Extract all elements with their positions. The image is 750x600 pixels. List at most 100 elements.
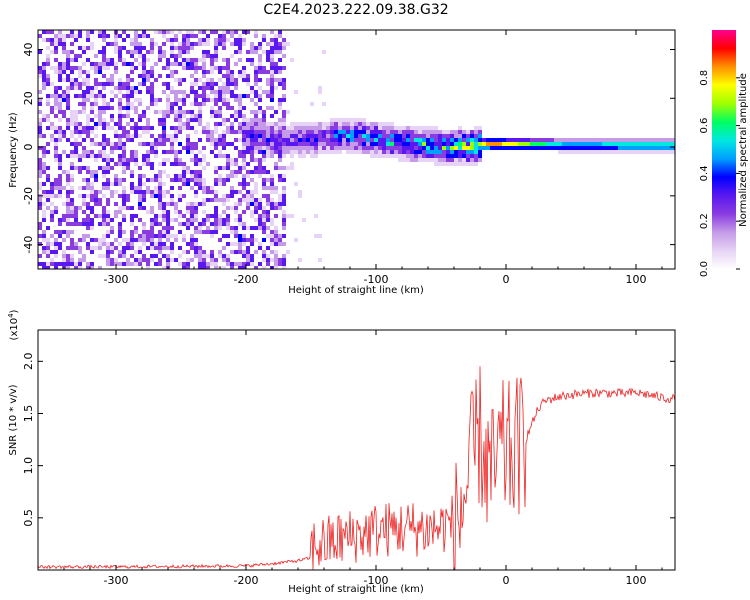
spectrogram-cell xyxy=(118,34,122,38)
spectrogram-cell xyxy=(238,74,242,78)
spectrogram-cell xyxy=(110,258,114,262)
spectrogram-cell xyxy=(170,102,174,106)
spectrogram-cell xyxy=(662,142,666,146)
spectrogram-cell xyxy=(234,218,238,222)
spectrogram-cell xyxy=(370,130,374,134)
spectrogram-cell xyxy=(474,158,478,162)
spectrogram-cell xyxy=(274,262,278,266)
spectrogram-cell xyxy=(54,138,58,142)
spectrogram-cell xyxy=(130,42,134,46)
spectrogram-cell xyxy=(190,74,194,78)
spectrogram-cell xyxy=(54,34,58,38)
spectrogram-cell xyxy=(186,258,190,262)
snr-xtick-label: 100 xyxy=(626,574,647,587)
spectrogram-cell xyxy=(130,190,134,194)
spectrogram-cell xyxy=(238,170,242,174)
spectrogram-cell xyxy=(506,138,510,142)
spectrogram-cell xyxy=(118,234,122,238)
spectrogram-cell xyxy=(70,134,74,138)
spectrogram-cell xyxy=(174,134,178,138)
spectrogram-cell xyxy=(114,42,118,46)
spectrogram-cell xyxy=(210,30,214,34)
spectrogram-cell xyxy=(190,222,194,226)
spectrogram-cell xyxy=(230,262,234,266)
spectrogram-cell xyxy=(170,202,174,206)
spectrogram-cell xyxy=(222,98,226,102)
spectrogram-cell xyxy=(230,266,234,269)
spectrogram-cell xyxy=(386,142,390,146)
spectrogram-cell xyxy=(230,54,234,58)
spectrogram-cell xyxy=(74,154,78,158)
spectrogram-cell xyxy=(226,218,230,222)
spectrogram-cell xyxy=(66,234,70,238)
spectrogram-cell xyxy=(178,254,182,258)
spectrogram-cell xyxy=(98,198,102,202)
spectrogram-cell xyxy=(62,70,66,74)
spectrogram-cell xyxy=(78,74,82,78)
spectrogram-cell xyxy=(190,30,194,34)
spectrogram-cell xyxy=(150,102,154,106)
spectrogram-cell xyxy=(254,158,258,162)
spectrogram-cell xyxy=(150,254,154,258)
spectrogram-cell xyxy=(386,150,390,154)
spectrogram-cell xyxy=(254,118,258,122)
spectrogram-cell xyxy=(518,146,522,150)
spectrogram-cell xyxy=(278,138,282,142)
spectrogram-cell xyxy=(178,42,182,46)
spectrogram-cell xyxy=(38,126,42,130)
colorbar-gradient xyxy=(712,30,736,269)
spectrogram-cell xyxy=(78,134,82,138)
spectrogram-cell xyxy=(262,66,266,70)
spectrogram-cell xyxy=(670,150,674,154)
spectrogram-cell xyxy=(666,150,670,154)
spectrogram-cell xyxy=(202,202,206,206)
spectrogram-cell xyxy=(70,238,74,242)
spectrogram-cell xyxy=(50,194,54,198)
spectrogram-cell xyxy=(86,226,90,230)
spectrogram-cell xyxy=(54,154,58,158)
snr-xtick-label: 0 xyxy=(503,574,510,587)
spectrogram-cell xyxy=(118,222,122,226)
spectrogram-cell xyxy=(38,70,42,74)
spectrogram-cell xyxy=(446,142,450,146)
spectrogram-cell xyxy=(258,134,262,138)
spectrogram-cell xyxy=(174,178,178,182)
spectrogram-cell xyxy=(82,234,86,238)
spectrogram-cell xyxy=(154,186,158,190)
spectrogram-cell xyxy=(182,266,186,269)
spectrogram-cell xyxy=(462,142,466,146)
spectrogram-cell xyxy=(274,78,278,82)
spectrogram-cell xyxy=(82,218,86,222)
spectrogram-cell xyxy=(158,214,162,218)
spectrogram-cell xyxy=(186,146,190,150)
spectrogram-cell xyxy=(394,122,398,126)
spectrogram-cell xyxy=(50,258,54,262)
spectrogram-cell xyxy=(610,142,614,146)
spectrogram-cell xyxy=(214,122,218,126)
spectrogram-cell xyxy=(50,202,54,206)
spectrogram-cell xyxy=(174,46,178,50)
spectrogram-cell xyxy=(206,42,210,46)
spectrogram-cell xyxy=(206,122,210,126)
spectrogram-cell xyxy=(106,106,110,110)
spectrogram-cell xyxy=(150,42,154,46)
spectrogram-cell xyxy=(414,146,418,150)
spectrogram-cell xyxy=(638,138,642,142)
spectrogram-cell xyxy=(190,110,194,114)
spectrogram-cell xyxy=(210,86,214,90)
spectrogram-cell xyxy=(410,138,414,142)
spectrogram-cell xyxy=(174,114,178,118)
spectrogram-cell xyxy=(162,122,166,126)
spectrogram-cell xyxy=(486,142,490,146)
spectrogram-cell xyxy=(130,182,134,186)
spectrogram-cell xyxy=(62,218,66,222)
spectrogram-cell xyxy=(598,150,602,154)
spectrogram-cell xyxy=(42,190,46,194)
spectrogram-cell xyxy=(322,130,326,134)
spectrogram-cell xyxy=(278,142,282,146)
spectrogram-cell xyxy=(130,238,134,242)
spectrogram-cell xyxy=(122,218,126,222)
spectrogram-cell xyxy=(174,38,178,42)
spectrogram-cell xyxy=(242,162,246,166)
spectrogram-cell xyxy=(302,126,306,130)
